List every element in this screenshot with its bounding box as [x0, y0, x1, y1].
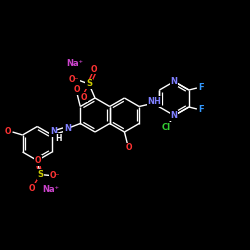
Text: H: H	[55, 134, 62, 143]
Text: N: N	[171, 77, 178, 86]
Text: Na⁺: Na⁺	[42, 185, 59, 194]
Text: O: O	[125, 144, 132, 152]
Text: N: N	[171, 111, 178, 120]
Text: NH: NH	[147, 97, 161, 106]
Text: O: O	[91, 64, 97, 74]
Text: O: O	[29, 184, 35, 193]
Text: Na⁺: Na⁺	[66, 60, 84, 68]
Text: O: O	[81, 92, 87, 102]
Text: N: N	[50, 127, 57, 136]
Text: N: N	[64, 124, 71, 133]
Text: F: F	[198, 82, 204, 92]
Text: S: S	[37, 170, 43, 179]
Text: O⁻: O⁻	[50, 171, 60, 180]
Text: O⁻: O⁻	[69, 76, 79, 84]
Text: S: S	[86, 80, 92, 88]
Text: Cl: Cl	[162, 123, 171, 132]
Text: O: O	[4, 126, 11, 136]
Text: O: O	[35, 156, 42, 165]
Text: O: O	[74, 85, 80, 94]
Text: F: F	[198, 106, 204, 114]
